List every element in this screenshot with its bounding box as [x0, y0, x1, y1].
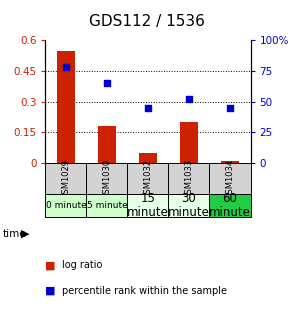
- Text: GSM1033: GSM1033: [185, 159, 193, 199]
- Text: percentile rank within the sample: percentile rank within the sample: [62, 286, 226, 296]
- Point: [187, 96, 191, 102]
- Bar: [221, 161, 239, 163]
- Bar: [86, 195, 127, 217]
- Point: [146, 105, 150, 111]
- Bar: [127, 163, 168, 195]
- Bar: [168, 163, 209, 195]
- Text: 60
minute: 60 minute: [209, 192, 251, 219]
- Text: GSM1034: GSM1034: [226, 159, 234, 199]
- Point: [64, 65, 68, 70]
- Bar: [180, 122, 198, 163]
- Text: 5 minute: 5 minute: [86, 201, 127, 210]
- Text: time: time: [3, 228, 27, 239]
- Text: ■: ■: [45, 286, 56, 296]
- Text: log ratio: log ratio: [62, 260, 102, 270]
- Text: GSM1030: GSM1030: [103, 159, 111, 199]
- Text: GSM1032: GSM1032: [144, 159, 152, 199]
- Bar: [86, 163, 127, 195]
- Bar: [127, 195, 168, 217]
- Text: 0 minute: 0 minute: [45, 201, 86, 210]
- Bar: [45, 195, 86, 217]
- Bar: [57, 50, 75, 163]
- Point: [228, 105, 232, 111]
- Bar: [45, 163, 86, 195]
- Text: GDS112 / 1536: GDS112 / 1536: [88, 13, 205, 29]
- Bar: [209, 195, 251, 217]
- Bar: [98, 126, 116, 163]
- Point: [105, 81, 109, 86]
- Bar: [139, 153, 157, 163]
- Text: 30
minute: 30 minute: [168, 192, 210, 219]
- Text: GSM1029: GSM1029: [62, 159, 70, 199]
- Bar: [209, 163, 251, 195]
- Text: ■: ■: [45, 260, 56, 270]
- Text: ▶: ▶: [21, 228, 30, 239]
- Text: 15
minute: 15 minute: [127, 192, 169, 219]
- Bar: [168, 195, 209, 217]
